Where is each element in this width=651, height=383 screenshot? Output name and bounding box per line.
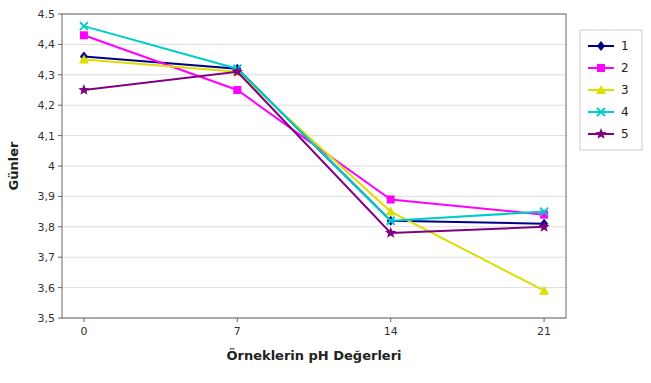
tick-label: 3,8	[38, 221, 56, 234]
data-point	[386, 207, 396, 216]
grid-line	[62, 74, 566, 75]
tick-mark	[58, 196, 62, 197]
tick-mark	[58, 74, 62, 75]
grid-line	[62, 166, 566, 167]
legend-marker	[595, 128, 606, 139]
legend-marker	[597, 64, 605, 72]
series-line	[84, 72, 544, 233]
tick-mark	[237, 318, 238, 322]
data-point	[80, 22, 88, 30]
legend-label: 4	[621, 105, 629, 119]
tick-label: 4,4	[38, 38, 56, 51]
data-point	[387, 195, 395, 203]
grid-line	[62, 44, 566, 45]
y-axis-label: Günler	[6, 141, 21, 190]
tick-mark	[58, 135, 62, 136]
tick-mark	[58, 257, 62, 258]
data-point	[387, 217, 395, 225]
series-line	[84, 60, 544, 291]
tick-label: 3,9	[38, 190, 56, 203]
chart: 3,53,63,73,83,944,14,24,34,44.5071421Örn…	[0, 0, 651, 383]
tick-label: 4,2	[38, 99, 56, 112]
tick-mark	[58, 44, 62, 45]
data-point	[539, 286, 549, 295]
tick-label: 3,5	[38, 312, 56, 325]
tick-label: 0	[80, 325, 87, 338]
tick-label: 4,1	[38, 130, 56, 143]
data-point	[233, 86, 241, 94]
tick-label: 4,3	[38, 69, 56, 82]
legend-label: 5	[621, 127, 629, 141]
tick-mark	[58, 166, 62, 167]
tick-label: 4	[48, 160, 55, 173]
tick-mark	[390, 318, 391, 322]
plot-frame	[62, 14, 566, 318]
legend-marker	[597, 41, 605, 51]
series-line	[84, 35, 544, 214]
tick-mark	[58, 14, 62, 15]
tick-mark	[58, 318, 62, 319]
legend-label: 1	[621, 39, 629, 53]
tick-mark	[58, 287, 62, 288]
tick-mark	[83, 318, 84, 322]
data-point	[232, 66, 243, 77]
plot-data	[78, 22, 550, 294]
data-point	[79, 55, 89, 64]
tick-label: 3,6	[38, 282, 56, 295]
tick-label: 14	[384, 325, 398, 338]
grid-line	[62, 226, 566, 227]
data-point	[385, 227, 396, 238]
tick-label: 7	[234, 325, 241, 338]
tick-label: 4.5	[38, 8, 56, 21]
legend-label: 3	[621, 83, 629, 97]
data-point	[540, 208, 548, 216]
series-line	[84, 26, 544, 221]
grid-line	[62, 196, 566, 197]
data-point	[78, 84, 89, 95]
grid-line	[62, 287, 566, 288]
tick-mark	[58, 105, 62, 106]
legend-marker	[596, 85, 606, 94]
data-point	[538, 221, 549, 232]
plot-area	[62, 14, 566, 318]
legend-label: 2	[621, 61, 629, 75]
legend-marker	[597, 108, 605, 116]
tick-mark	[58, 226, 62, 227]
grid-line	[62, 135, 566, 136]
legend: 1 2 3 4 5	[580, 30, 642, 150]
data-point	[80, 31, 88, 39]
grid-line	[62, 257, 566, 258]
tick-label: 21	[537, 325, 551, 338]
grid-line	[62, 105, 566, 106]
legend-box	[580, 30, 642, 150]
x-axis-label: Örneklerin pH Değerleri	[226, 348, 401, 363]
tick-mark	[544, 318, 545, 322]
tick-label: 3,7	[38, 251, 56, 264]
